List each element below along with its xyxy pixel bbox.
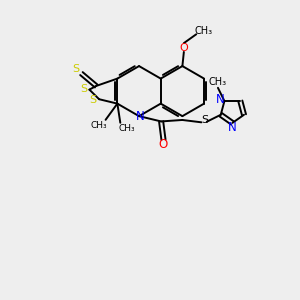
Text: O: O: [159, 139, 168, 152]
Text: CH₃: CH₃: [195, 26, 213, 36]
Text: S: S: [73, 64, 80, 74]
Text: S: S: [201, 115, 208, 125]
Text: N: N: [136, 110, 145, 123]
Text: CH₃: CH₃: [91, 121, 107, 130]
Text: N: N: [216, 93, 225, 106]
Text: CH₃: CH₃: [209, 77, 227, 87]
Text: S: S: [90, 95, 97, 105]
Text: N: N: [228, 121, 237, 134]
Text: S: S: [80, 84, 87, 94]
Text: O: O: [179, 43, 188, 52]
Text: CH₃: CH₃: [118, 124, 135, 133]
